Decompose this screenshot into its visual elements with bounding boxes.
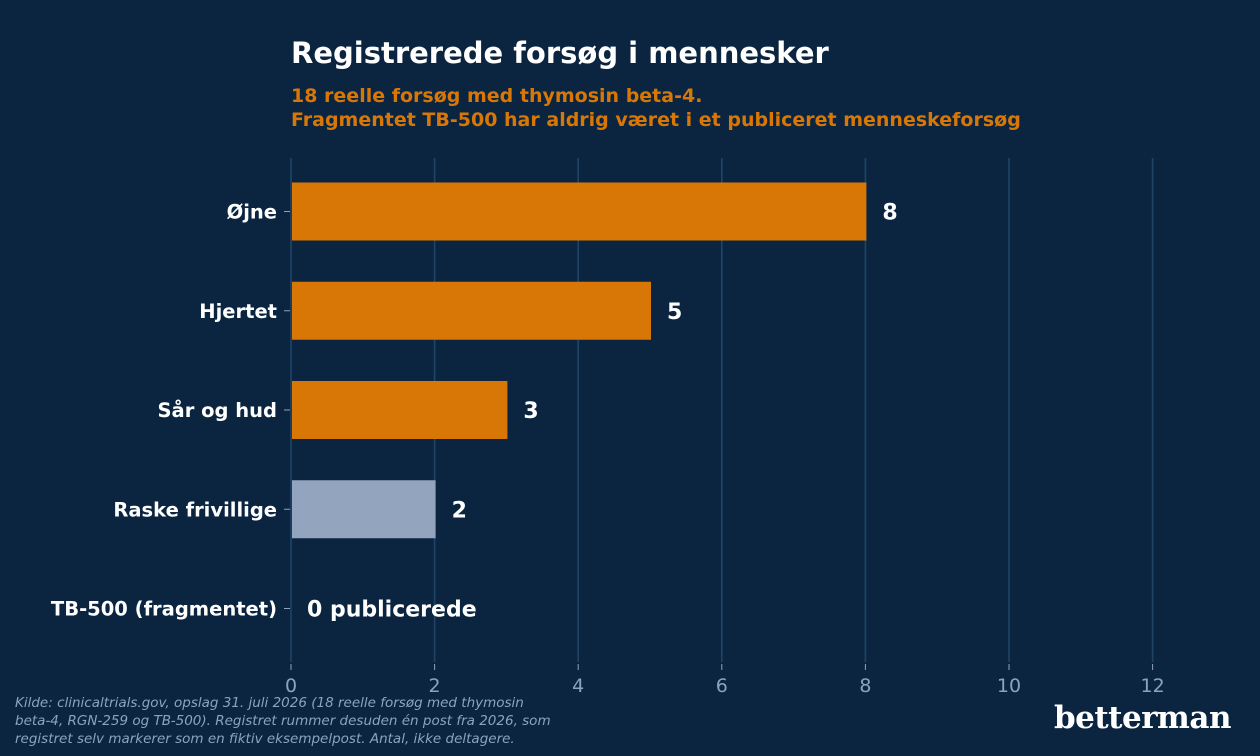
bar: [292, 182, 867, 241]
x-tick-label: 4: [572, 675, 584, 697]
subtitle-line-2: Fragmentet TB-500 har aldrig været i et …: [291, 109, 1021, 131]
chart-title: Registrerede forsøg i mennesker: [291, 36, 829, 70]
x-tick-label: 2: [429, 675, 441, 697]
brand-logo: betterman: [1053, 700, 1232, 736]
x-tick-label: 12: [1141, 675, 1165, 697]
category-label: Raske frivillige: [113, 498, 277, 521]
bar: [292, 381, 508, 439]
x-tick-label: 6: [716, 675, 728, 697]
value-label: 3: [523, 399, 538, 424]
bar: [292, 281, 651, 340]
category-label: Hjertet: [199, 300, 277, 323]
x-tick-label: 0: [285, 675, 297, 697]
category-label: Øjne: [227, 201, 277, 224]
value-label: 5: [667, 300, 682, 325]
source-line-1: Kilde: clinicaltrials.gov, opslag 31. ju…: [15, 695, 524, 711]
category-label: Sår og hud: [158, 398, 277, 422]
x-tick-label: 10: [997, 675, 1021, 697]
bar: [292, 480, 436, 539]
value-label: 8: [882, 201, 897, 226]
value-label: 2: [452, 498, 467, 523]
source-note: Kilde: clinicaltrials.gov, opslag 31. ju…: [15, 694, 595, 748]
value-label: 0 publicerede: [307, 598, 477, 623]
x-tick-label: 8: [859, 675, 871, 697]
subtitle-line-1: 18 reelle forsøg med thymosin beta-4.: [291, 85, 703, 107]
category-label: TB-500 (fragmentet): [51, 598, 277, 621]
chart-subtitle: 18 reelle forsøg med thymosin beta-4. Fr…: [291, 84, 1021, 132]
source-line-2: beta-4, RGN-259 og TB-500). Registret ru…: [15, 713, 551, 729]
source-line-3: registret selv markerer som en fiktiv ek…: [15, 731, 515, 747]
